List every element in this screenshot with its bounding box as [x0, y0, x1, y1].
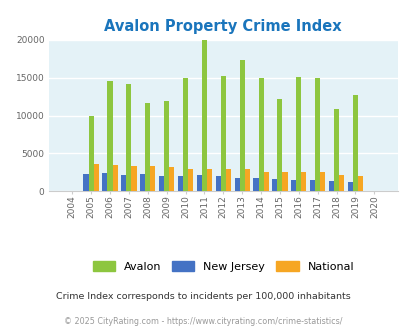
Bar — [338, 175, 343, 191]
Bar — [183, 78, 188, 191]
Bar — [314, 78, 320, 191]
Bar — [301, 172, 306, 191]
Bar — [159, 176, 164, 191]
Bar — [201, 40, 207, 191]
Text: © 2025 CityRating.com - https://www.cityrating.com/crime-statistics/: © 2025 CityRating.com - https://www.city… — [64, 317, 341, 326]
Bar — [239, 60, 244, 191]
Bar — [215, 176, 220, 191]
Bar — [169, 167, 174, 191]
Bar — [126, 84, 131, 191]
Legend: Avalon, New Jersey, National: Avalon, New Jersey, National — [92, 261, 353, 272]
Bar — [320, 172, 324, 191]
Bar — [188, 169, 193, 191]
Bar — [333, 109, 338, 191]
Title: Avalon Property Crime Index: Avalon Property Crime Index — [104, 19, 341, 34]
Bar — [282, 172, 287, 191]
Bar — [145, 103, 150, 191]
Bar — [296, 77, 301, 191]
Bar — [177, 176, 183, 191]
Bar — [263, 172, 268, 191]
Bar — [258, 78, 263, 191]
Bar — [150, 166, 155, 191]
Bar — [277, 99, 282, 191]
Bar — [164, 101, 169, 191]
Bar — [352, 95, 357, 191]
Text: Crime Index corresponds to incidents per 100,000 inhabitants: Crime Index corresponds to incidents per… — [55, 292, 350, 301]
Bar — [234, 178, 239, 191]
Bar — [83, 174, 88, 191]
Bar — [112, 165, 117, 191]
Bar — [357, 176, 362, 191]
Bar — [94, 164, 98, 191]
Bar — [220, 76, 225, 191]
Bar — [225, 169, 230, 191]
Bar — [309, 180, 314, 191]
Bar — [140, 174, 145, 191]
Bar — [290, 180, 296, 191]
Bar — [121, 176, 126, 191]
Bar — [272, 179, 277, 191]
Bar — [347, 182, 352, 191]
Bar — [102, 173, 107, 191]
Bar — [88, 115, 94, 191]
Bar — [107, 82, 112, 191]
Bar — [253, 179, 258, 191]
Bar — [244, 169, 249, 191]
Bar — [207, 169, 211, 191]
Bar — [131, 166, 136, 191]
Bar — [328, 181, 333, 191]
Bar — [196, 176, 201, 191]
